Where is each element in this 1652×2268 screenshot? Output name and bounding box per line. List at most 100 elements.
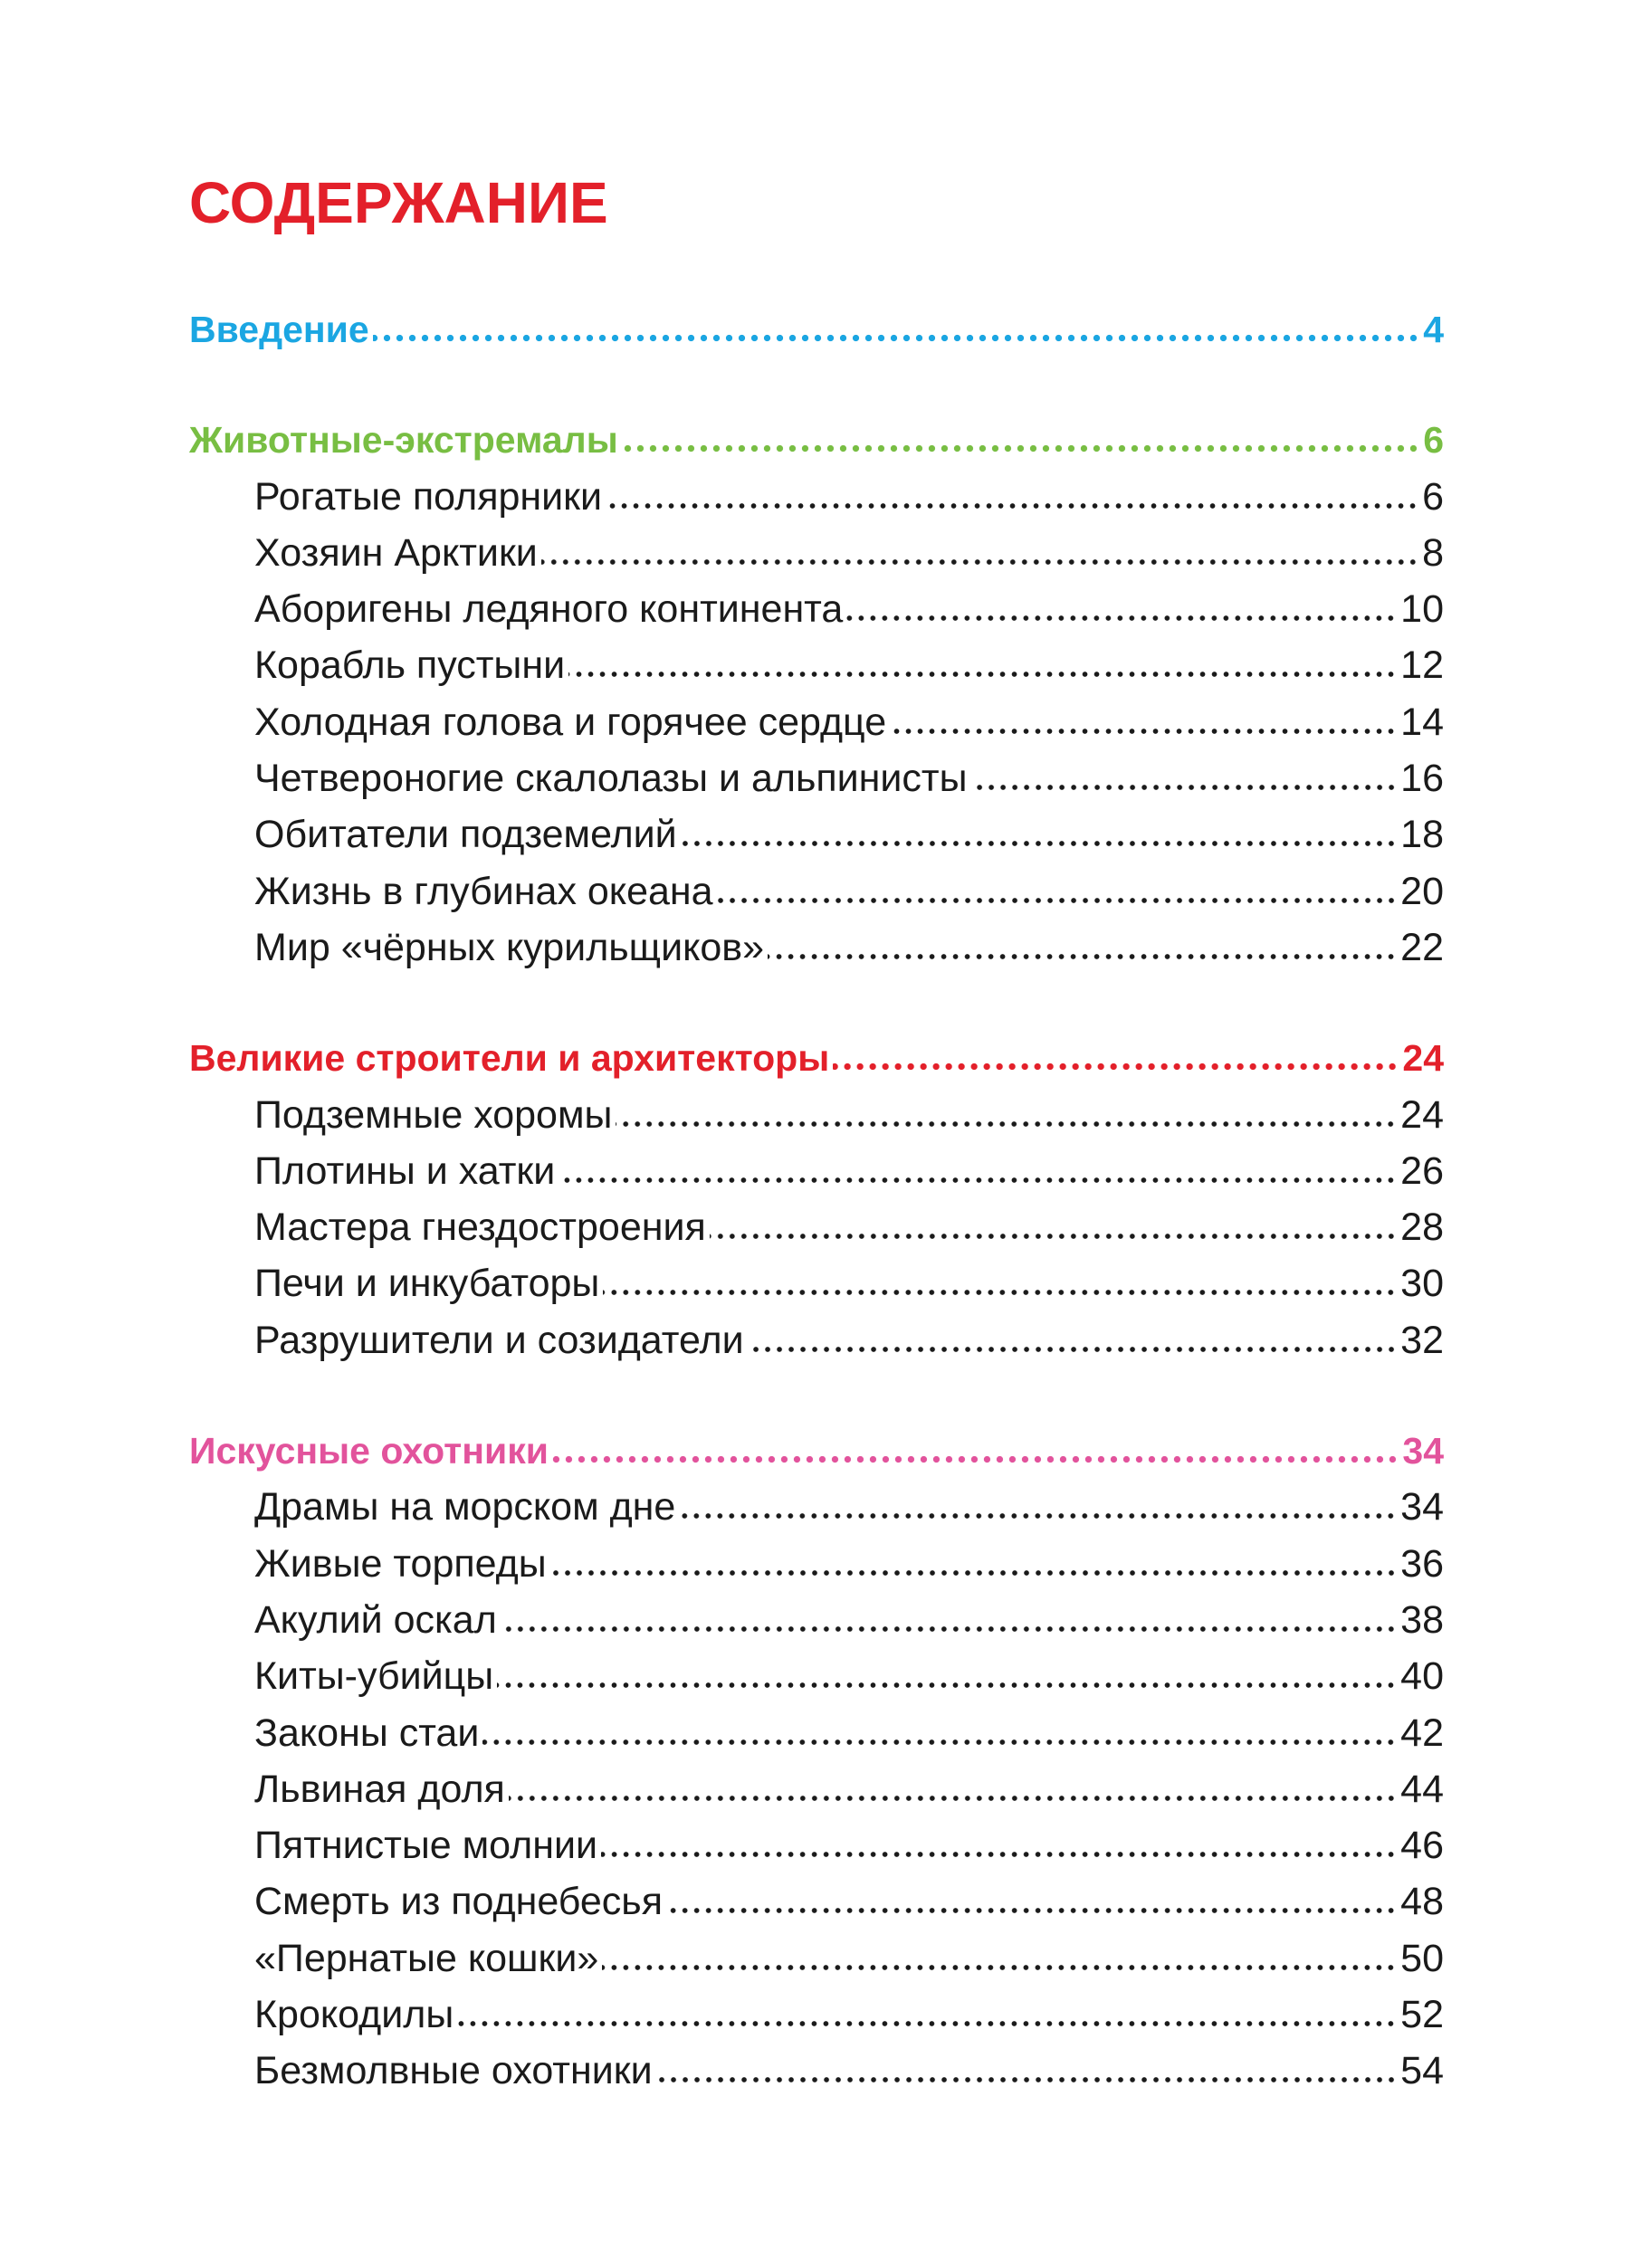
subsection-entry: Плотины и хатки 26 [189, 1143, 1444, 1199]
subsection-entry-text: Киты-убийцы [254, 1654, 494, 1699]
subsection-entry: Аборигены ледяного континента 10 [189, 581, 1444, 637]
leader-dots [602, 1963, 1398, 1971]
leader-dots [603, 1289, 1398, 1297]
subsection-entry: Мастера гнездостроения 28 [189, 1199, 1444, 1255]
page-number: 6 [1422, 474, 1444, 519]
leader-dots [606, 501, 1419, 510]
subsection-entry: Киты-убийцы 40 [189, 1648, 1444, 1704]
subsection-entry-text: Акулий оскал [254, 1597, 497, 1642]
page-number: 46 [1400, 1824, 1444, 1868]
leader-dots [457, 2020, 1398, 2028]
leader-dots [621, 444, 1420, 453]
page-number: 16 [1400, 757, 1444, 801]
subsection-entry: Законы стаи 42 [189, 1705, 1444, 1761]
subsection-entry: Безмолвные охотники 54 [189, 2043, 1444, 2099]
subsection-entry: Рогатые полярники 6 [189, 469, 1444, 525]
subsection-entry: Смерть из поднебесья 48 [189, 1873, 1444, 1930]
subsection-entry: Корабль пустыни 12 [189, 637, 1444, 693]
subsection-entry-text: Крокодилы [254, 1993, 454, 2037]
toc-list: Введение 4 Животные-экстремалы 6 Рогатые пол… [189, 301, 1444, 2100]
toc-title: СОДЕРЖАНИЕ [189, 170, 608, 235]
subsection-entry: «Пернатые кошки» 50 [189, 1930, 1444, 1987]
subsection-entry-text: Жизнь в глубинах океана [254, 869, 713, 913]
page-number: 24 [1400, 1092, 1444, 1137]
subsection-entry: Хозяин Арктики 8 [189, 525, 1444, 581]
subsection-entry-text: Законы стаи [254, 1711, 480, 1755]
page-number: 34 [1400, 1485, 1444, 1529]
page-number: 42 [1400, 1711, 1444, 1755]
leader-dots [549, 1568, 1398, 1577]
subsection-entry: Печи и инкубаторы 30 [189, 1255, 1444, 1311]
page-number: 18 [1400, 813, 1444, 857]
leader-dots [559, 1176, 1398, 1184]
leader-dots [482, 1738, 1398, 1746]
leader-dots [655, 2076, 1398, 2084]
leader-dots [666, 1907, 1398, 1915]
subsection-entry-text: Мастера гнездостроения [254, 1205, 706, 1250]
page-number: 10 [1400, 587, 1444, 632]
page-number: 8 [1422, 530, 1444, 575]
page-number: 4 [1423, 309, 1444, 350]
subsection-entry-text: Корабль пустыни [254, 643, 566, 688]
leader-dots [616, 1120, 1398, 1128]
subsection-entry-text: Рогатые полярники [254, 474, 603, 519]
subsection-entry: Пятнистые молнии 46 [189, 1817, 1444, 1873]
page-number: 24 [1402, 1037, 1444, 1080]
section-entry: Великие строители и архитекторы 24 [189, 1030, 1444, 1086]
page-number: 50 [1400, 1936, 1444, 1980]
leader-dots [601, 1851, 1398, 1859]
leader-dots [716, 896, 1398, 904]
subsection-entry: Обитатели подземелий 18 [189, 806, 1444, 862]
page-number: 12 [1400, 643, 1444, 688]
page-number: 22 [1400, 925, 1444, 969]
subsection-entry: Живые торпеды 36 [189, 1536, 1444, 1592]
subsection-entry-text: Живые торпеды [254, 1541, 547, 1586]
page-number: 34 [1402, 1430, 1444, 1472]
leader-dots [890, 727, 1398, 735]
subsection-entry-text: Мир «чёрных курильщиков» [254, 925, 765, 969]
leader-dots [846, 615, 1398, 623]
subsection-entry: Четвероногие скалолазы и альпинисты 16 [189, 750, 1444, 806]
subsection-entry: Крокодилы 52 [189, 1987, 1444, 2043]
subsection-entry-text: Аборигены ледяного континента [254, 587, 844, 632]
subsection-entry-text: «Пернатые кошки» [254, 1936, 599, 1980]
subsection-entry-text: Плотины и хатки [254, 1148, 556, 1193]
subsection-entry-text: Безмолвные охотники [254, 2049, 653, 2093]
subsection-entry-text: Холодная голова и горячее сердце [254, 700, 887, 744]
page-number: 44 [1400, 1767, 1444, 1811]
leader-dots [540, 557, 1419, 566]
subsection-entry: Драмы на морском дне 34 [189, 1479, 1444, 1535]
section-entry-text: Введение [189, 309, 369, 350]
leader-dots [500, 1625, 1398, 1633]
subsection-entry-text: Пятнистые молнии [254, 1824, 598, 1868]
section-entry-text: Искусные охотники [189, 1430, 549, 1472]
page-number: 48 [1400, 1880, 1444, 1924]
page-number: 30 [1400, 1262, 1444, 1306]
page-number: 54 [1400, 2049, 1444, 2093]
page-number: 6 [1423, 419, 1444, 462]
subsection-entry-text: Драмы на морском дне [254, 1485, 676, 1529]
subsection-entry-text: Львиная доля [254, 1767, 505, 1811]
subsection-entry: Разрушители и созидатели 32 [189, 1312, 1444, 1368]
section-entry: Введение 4 [189, 301, 1444, 357]
subsection-entry-text: Обитатели подземелий [254, 813, 677, 857]
page-number: 36 [1400, 1541, 1444, 1586]
page-number: 52 [1400, 1993, 1444, 2037]
subsection-entry: Акулий оскал 38 [189, 1592, 1444, 1648]
subsection-entry: Львиная доля 44 [189, 1761, 1444, 1817]
leader-dots [372, 334, 1420, 342]
subsection-entry-text: Смерть из поднебесья [254, 1880, 663, 1924]
subsection-entry: Мир «чёрных курильщиков» 22 [189, 920, 1444, 976]
subsection-entry-text: Печи и инкубаторы [254, 1262, 600, 1306]
section-entry: Искусные охотники 34 [189, 1423, 1444, 1479]
subsection-entry: Жизнь в глубинах океана 20 [189, 863, 1444, 920]
page-number: 32 [1400, 1318, 1444, 1362]
leader-dots [497, 1682, 1398, 1690]
leader-dots [508, 1794, 1398, 1802]
leader-dots [680, 840, 1398, 848]
section-entry: Животные-экстремалы 6 [189, 412, 1444, 468]
leader-dots [833, 1063, 1399, 1072]
subsection-entry-text: Разрушители и созидатели [254, 1318, 744, 1362]
